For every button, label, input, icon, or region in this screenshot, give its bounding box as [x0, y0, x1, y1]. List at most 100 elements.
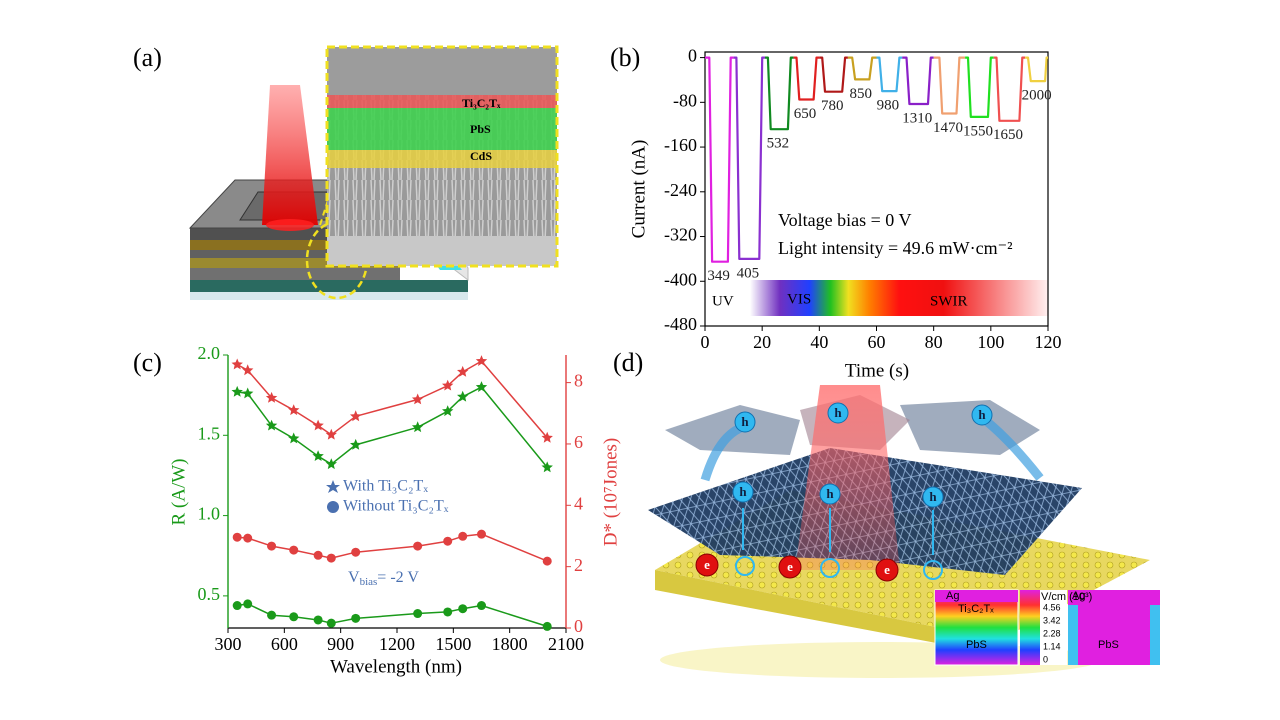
y2-tick-label: 2 — [574, 555, 583, 575]
x-tick-label: 1800 — [492, 634, 528, 654]
y-tick-label: -80 — [673, 90, 697, 110]
y-tick-label: 2.0 — [198, 343, 221, 363]
circle-marker — [413, 609, 423, 619]
y-tick-label: 0.5 — [198, 584, 221, 604]
star-marker — [411, 393, 424, 405]
note-part: = -2 V — [377, 569, 419, 586]
y2-axis-label: D* (10⁷Jones) — [600, 438, 621, 546]
annotation: Voltage bias = 0 V — [778, 210, 911, 230]
y2-tick-label: 6 — [574, 432, 583, 452]
y-axis-label: R (A/W) — [168, 458, 189, 525]
mechanism-illustration: h h h h h h e e e Ag Ti₃C₂Tₓ PbS V/cm (1… — [648, 385, 1160, 678]
series-line — [793, 56, 820, 101]
series-label: 2000 — [1022, 88, 1052, 104]
note-sub: bias — [360, 576, 378, 588]
circle-marker — [351, 613, 361, 623]
star-marker — [475, 381, 488, 392]
series-label: 405 — [737, 265, 760, 281]
series-label: 650 — [794, 106, 817, 122]
circle-marker — [326, 553, 336, 563]
series-line — [237, 386, 548, 468]
colorbar-tick: 3.42 — [1043, 615, 1061, 625]
circle-marker — [232, 532, 242, 542]
y2-tick-label: 0 — [574, 616, 583, 636]
panel-label: (c) — [133, 348, 162, 377]
x-tick-label: 1200 — [379, 634, 415, 654]
star-marker — [231, 358, 243, 370]
y-tick-label: -320 — [664, 225, 697, 245]
hole-label: h — [739, 484, 747, 499]
star-marker — [242, 387, 254, 399]
x-axis-label: Time (s) — [845, 360, 909, 381]
x-tick-label: 600 — [271, 634, 298, 654]
colorbar-tick: 4.56 — [1043, 602, 1061, 612]
inset-label: V/cm (10³) — [1041, 591, 1092, 603]
star-marker — [288, 404, 300, 416]
circle-marker — [243, 533, 253, 543]
legend-marker — [327, 501, 339, 513]
y-tick-label: -240 — [664, 180, 697, 200]
electron-label: e — [884, 562, 890, 577]
series-label: 532 — [767, 136, 790, 152]
star-marker — [325, 428, 337, 440]
series-line — [237, 533, 548, 562]
y-tick-label: -400 — [664, 269, 697, 289]
circle-marker — [351, 547, 361, 557]
y-tick-label: -480 — [664, 314, 697, 334]
series-line — [847, 56, 877, 81]
circle-marker — [289, 545, 299, 555]
series-line — [993, 56, 1026, 122]
inset-label: Ag — [1072, 590, 1085, 602]
annotation: Vbias= -2 V — [348, 569, 419, 588]
legend-marker — [326, 480, 340, 493]
circle-marker — [443, 536, 453, 546]
circle-marker — [443, 607, 453, 617]
panel-label: (b) — [610, 43, 640, 72]
circle-marker — [542, 556, 552, 566]
x-axis-label: Wavelength (nm) — [330, 656, 462, 677]
circle-marker — [458, 531, 468, 541]
star-marker — [475, 355, 488, 366]
star-marker — [457, 365, 469, 377]
circle-marker — [289, 612, 299, 622]
star-marker — [242, 364, 254, 376]
layer-label: Ti₃C₂Tₓ — [462, 96, 501, 110]
x-tick-label: 20 — [753, 332, 771, 352]
inset-label: Ti₃C₂Tₓ — [958, 603, 994, 615]
star-marker — [350, 410, 362, 422]
series-line — [876, 56, 903, 93]
series-line — [819, 56, 848, 93]
series-line — [965, 56, 994, 118]
hole-label: h — [929, 489, 937, 504]
star-marker — [265, 391, 278, 403]
x-tick-label: 40 — [810, 332, 828, 352]
circle-marker — [267, 610, 277, 620]
inset-label: PbS — [966, 639, 987, 651]
series-label: 1310 — [902, 110, 932, 126]
series-label: 1550 — [963, 123, 993, 139]
circle-marker — [267, 541, 277, 551]
x-tick-label: 120 — [1035, 332, 1062, 352]
y-tick-label: -160 — [664, 135, 697, 155]
legend-label: Without Ti₃C₂Tₓ — [343, 498, 449, 515]
y2-tick-label: 8 — [574, 371, 583, 391]
circle-marker — [477, 601, 486, 611]
x-tick-label: 900 — [327, 634, 354, 654]
series-line — [236, 360, 548, 439]
circle-marker — [243, 599, 253, 609]
hole-label: h — [978, 407, 986, 422]
annotation: VIS — [787, 291, 811, 307]
series-line — [765, 56, 794, 131]
star-marker — [350, 438, 362, 450]
hole-label: h — [834, 405, 842, 420]
circle-marker — [313, 615, 323, 625]
x-tick-label: 60 — [868, 332, 886, 352]
series-line — [705, 56, 734, 263]
hole-label: h — [741, 414, 749, 429]
star-marker — [325, 458, 337, 470]
x-tick-label: 2100 — [548, 634, 584, 654]
panel-label: (a) — [133, 43, 162, 72]
inset-label: PbS — [1098, 639, 1119, 651]
